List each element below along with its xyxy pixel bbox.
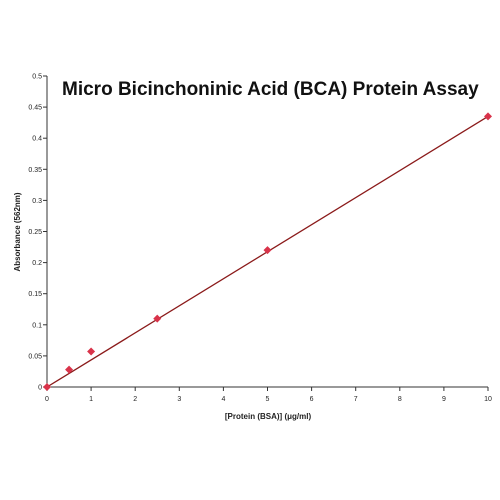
x-tick-label: 6 [310, 396, 314, 403]
x-tick-label: 1 [89, 396, 93, 403]
x-tick-label: 9 [442, 396, 446, 403]
x-tick-label: 7 [354, 396, 358, 403]
data-points [43, 112, 492, 391]
y-tick-label: 0.1 [32, 322, 42, 329]
y-tick-label: 0.15 [28, 291, 42, 298]
y-tick-label: 0.2 [32, 260, 42, 267]
data-point [484, 112, 492, 121]
x-tick-label: 8 [398, 396, 402, 403]
y-tick-label: 0.3 [32, 198, 42, 205]
x-tick-label: 4 [221, 396, 225, 403]
y-ticks: 0 0.05 0.1 0.15 0.2 0.25 0.3 0.35 0.4 0.45 0.5 [28, 74, 47, 392]
y-tick-label: 0.35 [28, 167, 42, 174]
x-tick-label: 2 [133, 396, 137, 403]
x-tick-label: 3 [177, 396, 181, 403]
y-tick-label: 0 [38, 385, 42, 392]
data-point [87, 347, 96, 356]
y-tick-label: 0.5 [32, 74, 42, 81]
data-point [263, 246, 272, 255]
x-axis-title: [Protein (BSA)] (μg/ml) [225, 412, 312, 421]
chart-title: Micro Bicinchoninic Acid (BCA) Protein A… [62, 79, 479, 100]
data-point [153, 314, 162, 323]
x-tick-label: 0 [45, 396, 49, 403]
y-tick-label: 0.05 [28, 353, 42, 360]
x-tick-label: 10 [484, 396, 492, 403]
data-point [43, 383, 51, 391]
x-tick-label: 5 [266, 396, 270, 403]
y-tick-label: 0.25 [28, 229, 42, 236]
axes [46, 76, 488, 388]
y-axis-title: Absorbance (562nm) [13, 192, 22, 271]
x-ticks: 0 1 2 3 4 5 6 7 8 9 10 [45, 387, 492, 403]
y-tick-label: 0.45 [28, 105, 42, 112]
data-point [65, 365, 74, 374]
y-tick-label: 0.4 [32, 136, 42, 143]
